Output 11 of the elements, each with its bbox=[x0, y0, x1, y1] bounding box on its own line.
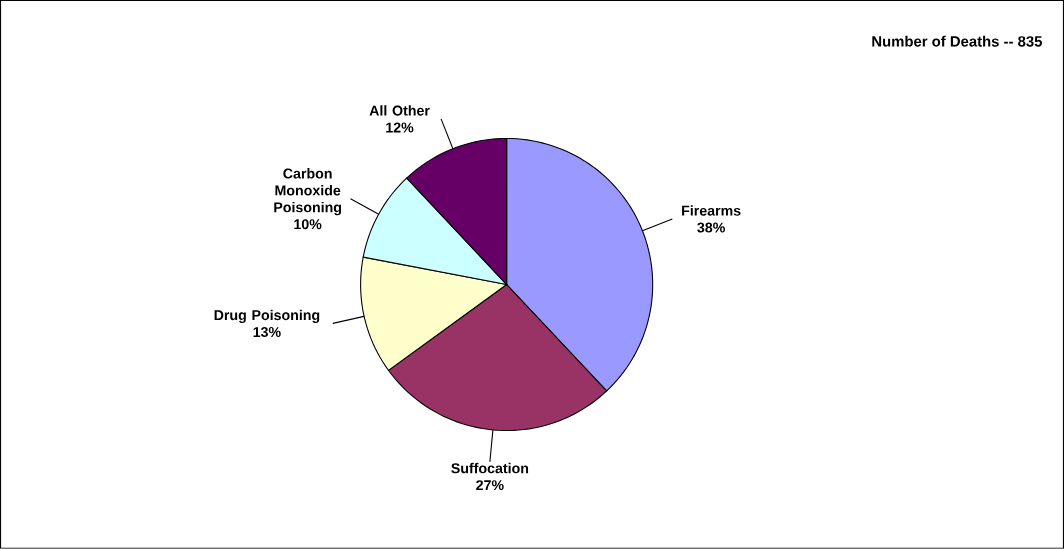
slice-label: Carbon Monoxide Poisoning bbox=[274, 168, 342, 216]
slice-label: Firearms bbox=[682, 205, 741, 216]
data-label: 27% bbox=[476, 480, 504, 491]
text: Number of Deaths -- 835 bbox=[872, 35, 1043, 47]
data-label: 12% bbox=[386, 122, 414, 133]
slice-label: All Other bbox=[369, 105, 430, 116]
slice-label: Drug Poisoning bbox=[214, 309, 320, 324]
slice-label: Suffocation bbox=[451, 462, 529, 474]
data-label: 13% bbox=[253, 327, 281, 338]
data-label: 38% bbox=[697, 222, 725, 233]
data-label: 10% bbox=[294, 219, 322, 230]
